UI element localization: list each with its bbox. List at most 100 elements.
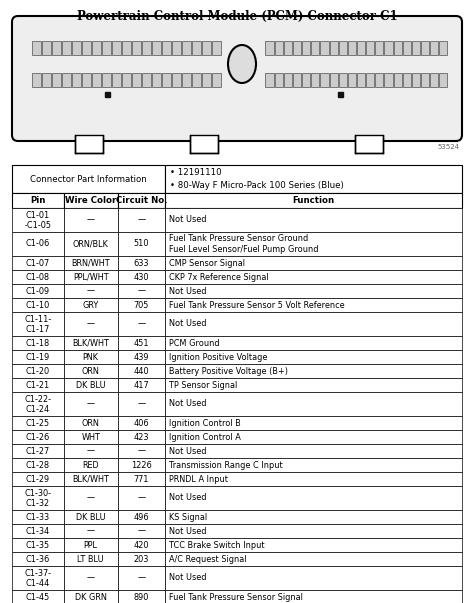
- Text: 430: 430: [134, 273, 149, 282]
- Bar: [384, 41, 392, 55]
- Bar: [165, 566, 462, 590]
- Text: DK BLU: DK BLU: [76, 380, 106, 390]
- Bar: [92, 41, 101, 55]
- Bar: [173, 41, 182, 55]
- Bar: [12, 392, 64, 416]
- Text: —: —: [137, 215, 146, 224]
- Text: 1226: 1226: [131, 461, 152, 470]
- Bar: [403, 41, 411, 55]
- Bar: [64, 552, 118, 566]
- Bar: [64, 336, 118, 350]
- Bar: [122, 41, 131, 55]
- Bar: [320, 73, 328, 87]
- Bar: [12, 193, 64, 208]
- Bar: [118, 552, 165, 566]
- Bar: [165, 392, 462, 416]
- Bar: [311, 73, 319, 87]
- Bar: [165, 232, 462, 256]
- Text: —: —: [87, 573, 95, 582]
- Text: C1-33: C1-33: [26, 513, 50, 522]
- Bar: [143, 41, 152, 55]
- Bar: [12, 458, 64, 472]
- Bar: [64, 312, 118, 336]
- Text: • 12191110: • 12191110: [170, 168, 222, 177]
- Bar: [165, 416, 462, 430]
- Bar: [82, 41, 91, 55]
- Text: DK BLU: DK BLU: [76, 513, 106, 522]
- Bar: [165, 430, 462, 444]
- Text: C1-27: C1-27: [26, 446, 50, 455]
- Text: —: —: [137, 286, 146, 295]
- Bar: [118, 256, 165, 270]
- Text: 423: 423: [134, 432, 149, 441]
- Bar: [293, 41, 301, 55]
- Text: Circuit No.: Circuit No.: [116, 196, 167, 205]
- Bar: [439, 41, 447, 55]
- Text: BRN/WHT: BRN/WHT: [72, 259, 110, 268]
- Bar: [75, 135, 103, 153]
- Bar: [118, 270, 165, 284]
- Bar: [182, 41, 191, 55]
- Bar: [165, 256, 462, 270]
- FancyBboxPatch shape: [12, 16, 462, 141]
- Text: • 80-Way F Micro-Pack 100 Series (Blue): • 80-Way F Micro-Pack 100 Series (Blue): [170, 181, 344, 190]
- Text: Not Used: Not Used: [169, 286, 207, 295]
- Bar: [311, 41, 319, 55]
- Bar: [64, 444, 118, 458]
- Bar: [329, 73, 337, 87]
- Bar: [366, 41, 374, 55]
- Bar: [165, 165, 462, 193]
- Bar: [439, 73, 447, 87]
- Bar: [118, 510, 165, 524]
- Bar: [122, 73, 131, 87]
- Bar: [274, 73, 283, 87]
- Bar: [274, 41, 283, 55]
- Text: Pin: Pin: [30, 196, 46, 205]
- Text: C1-34: C1-34: [26, 526, 50, 535]
- Text: 510: 510: [134, 239, 149, 248]
- Bar: [64, 392, 118, 416]
- Bar: [284, 41, 292, 55]
- Text: ORN: ORN: [82, 367, 100, 376]
- Bar: [118, 590, 165, 603]
- Text: C1-32: C1-32: [26, 499, 50, 508]
- Bar: [12, 312, 64, 336]
- Text: Function: Function: [292, 196, 335, 205]
- Bar: [212, 41, 221, 55]
- Bar: [190, 135, 218, 153]
- Text: Ignition Control B: Ignition Control B: [169, 418, 241, 428]
- Bar: [64, 566, 118, 590]
- Bar: [165, 458, 462, 472]
- Text: 771: 771: [134, 475, 149, 484]
- Bar: [118, 193, 165, 208]
- Bar: [12, 208, 64, 232]
- Bar: [12, 284, 64, 298]
- Bar: [118, 378, 165, 392]
- Text: Not Used: Not Used: [169, 446, 207, 455]
- Text: 417: 417: [134, 380, 149, 390]
- Text: DK GRN: DK GRN: [75, 593, 107, 602]
- Bar: [12, 538, 64, 552]
- Bar: [12, 298, 64, 312]
- Bar: [118, 458, 165, 472]
- Bar: [64, 208, 118, 232]
- Bar: [64, 350, 118, 364]
- Bar: [118, 472, 165, 486]
- Bar: [64, 270, 118, 284]
- Bar: [384, 73, 392, 87]
- Bar: [64, 538, 118, 552]
- Bar: [64, 232, 118, 256]
- Text: KS Signal: KS Signal: [169, 513, 207, 522]
- Bar: [212, 73, 221, 87]
- Text: —: —: [137, 526, 146, 535]
- Bar: [173, 73, 182, 87]
- Text: RED: RED: [82, 461, 99, 470]
- Bar: [192, 41, 201, 55]
- Text: C1-24: C1-24: [26, 405, 50, 414]
- Bar: [153, 73, 162, 87]
- Text: C1-30-: C1-30-: [24, 488, 51, 497]
- Bar: [64, 472, 118, 486]
- Text: —: —: [87, 215, 95, 224]
- Bar: [12, 364, 64, 378]
- Bar: [118, 566, 165, 590]
